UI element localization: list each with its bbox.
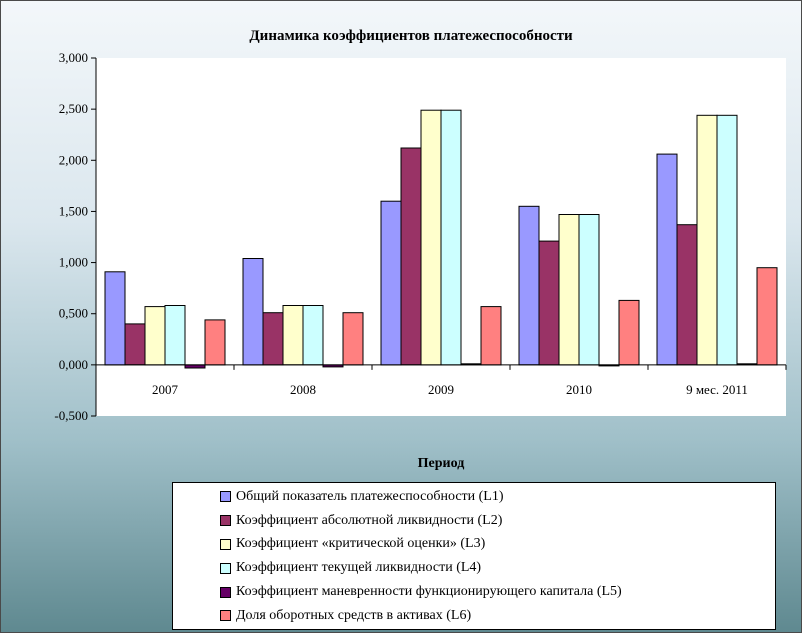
bar-1-1: [104, 271, 126, 366]
bar-1-5: [656, 153, 678, 366]
bar-4-1: [164, 305, 186, 366]
bar-3-1: [144, 306, 166, 366]
legend-swatch: [220, 586, 231, 598]
y-tick-label: 3,000: [59, 50, 88, 65]
x-axis-title: Период: [418, 456, 465, 471]
legend-item: Коэффициент абсолютной ликвидности (L2): [220, 509, 775, 533]
legend-item: Общий показатель платежеспособности (L1): [220, 485, 775, 509]
legend-label: Общий показатель платежеспособности (L1): [236, 488, 504, 504]
bar-4-3: [440, 109, 462, 366]
x-category-label: 9 мес. 2011: [686, 382, 748, 397]
y-tick-label: -0,500: [54, 408, 88, 423]
bar-1-3: [380, 200, 402, 366]
bar-4-4: [578, 214, 600, 366]
legend-label: Коэффициент маневренности функционирующе…: [236, 584, 622, 600]
bar-1-4: [518, 205, 540, 366]
chart-legend: Общий показатель платежеспособности (L1)…: [172, 482, 776, 630]
bar-3-5: [696, 114, 718, 366]
bar-6-1: [204, 319, 226, 366]
legend-swatch: [220, 610, 231, 622]
legend-swatch: [220, 491, 231, 503]
axes-layer: 3,000 2,500 2,000 1,500 1,000 0,500 0,000 -0,50…: [54, 50, 787, 423]
y-tick-label: 2,500: [59, 101, 88, 116]
legend-item: Коэффициент маневренности функционирующе…: [220, 580, 775, 604]
legend-label: Коэффициент «критической оценки» (L3): [236, 536, 486, 552]
bar-2-3: [400, 147, 422, 366]
bar-2-5: [676, 224, 698, 366]
bar-2-1: [124, 323, 146, 366]
x-category-label: 2010: [566, 382, 592, 397]
bar-6-5: [756, 267, 778, 366]
bar-4-5: [716, 114, 738, 366]
bar-5-1: [184, 364, 206, 369]
chart-title: Динамика коэффициентов платежеспособност…: [249, 28, 573, 44]
bar-3-2: [282, 305, 304, 366]
bar-2-4: [538, 240, 560, 366]
legend-swatch: [220, 538, 231, 550]
bar-3-4: [558, 214, 580, 366]
legend-label: Коэффициент текущей ликвидности (L4): [236, 560, 482, 576]
x-category-label: 2009: [428, 382, 454, 397]
y-tick-label: 0,500: [59, 306, 88, 321]
y-tick-label: 0,000: [59, 357, 88, 372]
bar-2-2: [262, 312, 284, 366]
legend-label: Коэффициент абсолютной ликвидности (L2): [236, 512, 503, 528]
y-tick-label: 1,000: [59, 255, 88, 270]
x-category-label: 2007: [152, 382, 179, 397]
legend-item: Коэффициент текущей ликвидности (L4): [220, 556, 775, 580]
legend-swatch: [220, 515, 231, 527]
bar-6-2: [342, 312, 364, 366]
y-tick-label: 1,500: [59, 203, 88, 218]
bar-6-4: [618, 299, 640, 366]
legend-label: Доля оборотных средств в активах (L6): [236, 607, 472, 623]
x-category-label: 2008: [290, 382, 316, 397]
legend-item: Доля оборотных средств в активах (L6): [220, 604, 775, 628]
bar-6-3: [480, 306, 502, 366]
legend-swatch: [220, 562, 231, 574]
y-tick-label: 2,000: [59, 152, 88, 167]
bar-4-2: [302, 305, 324, 366]
legend-item: Коэффициент «критической оценки» (L3): [220, 533, 775, 557]
bars-layer: [104, 109, 778, 369]
bar-3-3: [420, 109, 442, 366]
bar-1-2: [242, 258, 264, 366]
